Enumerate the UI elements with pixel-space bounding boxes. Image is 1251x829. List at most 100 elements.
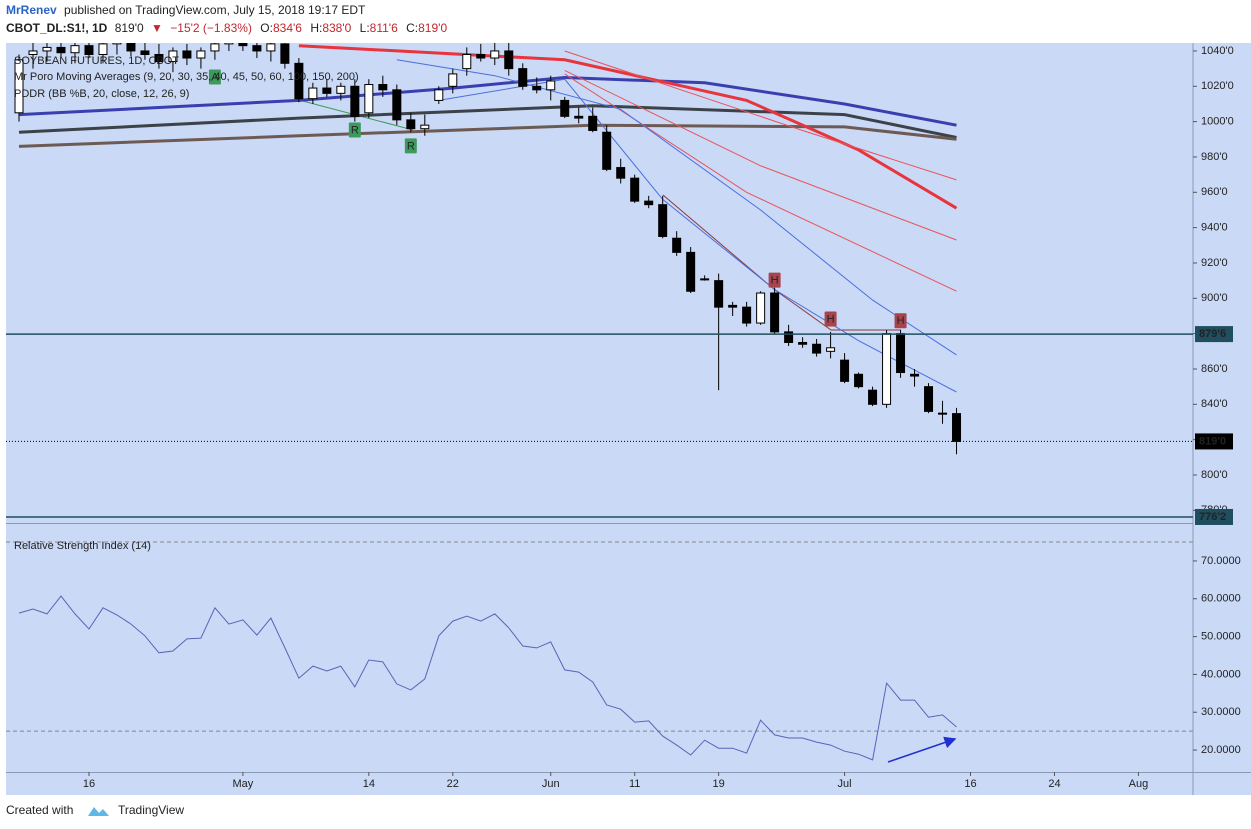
candle-body <box>868 389 878 405</box>
y-tick-label: 800'0 <box>1201 469 1228 481</box>
x-tick-label: Jul <box>838 778 852 790</box>
candle-body <box>602 131 612 170</box>
candle-body <box>490 50 500 59</box>
pattern-marker <box>404 138 417 154</box>
header-line: MrRenev published on TradingView.com, Ju… <box>6 3 366 17</box>
candle-body <box>518 68 528 87</box>
divergence-arrow <box>887 736 957 763</box>
pattern-marker-label: H <box>897 315 905 327</box>
x-tick-label: May <box>233 778 254 790</box>
candle-body <box>266 43 276 52</box>
candle-body <box>686 251 696 292</box>
footer-brand[interactable]: TradingView <box>118 803 184 817</box>
price-level-box <box>1195 433 1233 450</box>
x-tick-label: 11 <box>629 778 640 790</box>
candle-body <box>840 359 850 382</box>
candle-body <box>238 43 248 47</box>
trend-line <box>662 194 901 331</box>
moving-average <box>18 104 957 139</box>
candle-body <box>896 333 906 374</box>
candle-body <box>392 89 402 121</box>
price-level-label: 879'6 <box>1199 328 1226 340</box>
y-tick-label: 860'0 <box>1201 363 1228 375</box>
x-tick-label: 14 <box>363 778 375 790</box>
candle-body <box>168 50 178 63</box>
candle-body <box>672 237 682 253</box>
candle-body <box>126 43 136 52</box>
candle-body <box>350 85 360 117</box>
y-tick-label: 40.0000 <box>1201 668 1241 680</box>
close: 819'0 <box>418 21 447 35</box>
candle-body <box>98 43 108 55</box>
candle-body <box>420 124 430 130</box>
candle-body <box>784 331 794 343</box>
candle-body <box>280 43 290 64</box>
chart-background <box>6 43 1251 795</box>
price-level-box <box>1195 326 1233 343</box>
x-tick-label: 24 <box>1048 778 1060 790</box>
candle-body <box>294 62 304 100</box>
y-tick-label: 1020'0 <box>1201 80 1234 92</box>
candle-body <box>182 50 192 59</box>
low-label: L: <box>360 21 370 35</box>
candle-body <box>308 87 318 100</box>
direction: ▼ <box>151 21 163 35</box>
pattern-marker-label: A <box>211 71 219 83</box>
symbol: CBOT_DL:S1!, 1D <box>6 21 108 35</box>
rsi-line <box>18 595 957 761</box>
y-tick-label: 20.0000 <box>1201 744 1241 756</box>
pattern-marker <box>768 272 781 288</box>
candle-body <box>140 50 150 55</box>
candle-body <box>714 280 724 308</box>
candle-body <box>56 46 66 54</box>
y-tick-label: 1000'0 <box>1201 116 1234 128</box>
candle-body <box>826 347 836 352</box>
price-level-box <box>1195 508 1233 525</box>
candle-body <box>42 46 52 52</box>
candle-body <box>224 43 234 45</box>
candle-body <box>84 45 94 55</box>
candle-body <box>546 80 556 91</box>
candle-body <box>756 292 766 324</box>
candle-body <box>154 53 164 63</box>
pattern-marker-label: R <box>351 124 359 136</box>
x-tick-label: 22 <box>447 778 459 790</box>
moving-average <box>18 75 957 127</box>
candle-body <box>462 53 472 70</box>
moving-average <box>564 73 957 292</box>
y-tick-label: 50.0000 <box>1201 630 1241 642</box>
moving-average <box>564 69 957 241</box>
axes: 780'0800'0820'0840'0860'0880'0900'0920'0… <box>83 45 1241 790</box>
close-label: C: <box>406 21 418 35</box>
candle-body <box>448 73 458 87</box>
candle-body <box>574 115 584 119</box>
candle-body <box>588 115 598 131</box>
candle-body <box>630 177 640 202</box>
candle-body <box>742 306 752 324</box>
pattern-marker <box>208 69 221 85</box>
moving-average <box>298 44 958 210</box>
candle-body <box>252 45 262 52</box>
published: published on TradingView.com, July 15, 2… <box>64 3 366 17</box>
candle-body <box>952 413 962 442</box>
x-tick-label: Jun <box>542 778 560 790</box>
candle-body <box>70 45 80 54</box>
low: 811'6 <box>370 21 398 35</box>
candle-body <box>938 412 948 415</box>
y-tick-label: 980'0 <box>1201 151 1228 163</box>
candle-body <box>532 85 542 91</box>
high-label: H: <box>310 21 322 35</box>
x-tick-label: 19 <box>713 778 725 790</box>
rsi-title: Relative Strength Index (14) <box>14 540 151 552</box>
pattern-marker <box>824 311 837 327</box>
price-level-label: 776'2 <box>1199 511 1226 523</box>
candle-body <box>336 85 346 94</box>
open: 834'6 <box>273 21 302 35</box>
candle-body <box>560 99 570 117</box>
candle-body <box>812 343 822 354</box>
candle-body <box>28 50 38 55</box>
candle-body <box>616 167 626 179</box>
y-tick-label: 940'0 <box>1201 222 1228 234</box>
pattern-marker <box>894 313 907 329</box>
pattern-marker-label: H <box>827 313 835 325</box>
